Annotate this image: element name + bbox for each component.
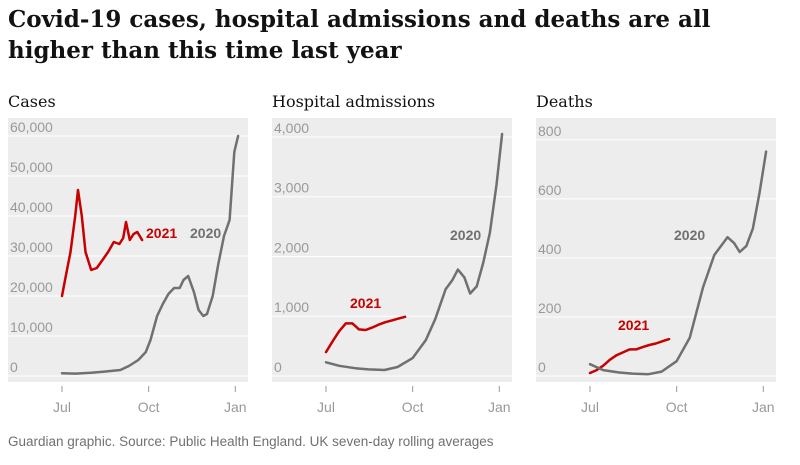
y-tick-label: 50,000 (10, 159, 53, 175)
series-line-2021 (588, 337, 671, 375)
deaths-panel: Deaths 0 200 400 600 800 Jul Oct Jan 2021 2020 (536, 92, 796, 422)
hospital-admissions-panel-title: Hospital admissions (272, 92, 436, 111)
y-tick-label: 10,000 (10, 319, 53, 335)
series-label-2021: 2021 (618, 317, 649, 333)
hospital-admissions-panel: Hospital admissions 0 1,000 2,000 3,000 4,00… (272, 92, 532, 422)
y-tick-label: 40,000 (10, 199, 53, 215)
plot-background (272, 118, 512, 382)
plot-background (8, 118, 248, 382)
x-tick-label: Jan (752, 399, 775, 415)
cases-panel-title: Cases (8, 92, 56, 111)
series-label-2020: 2020 (450, 227, 481, 243)
series-label-2020: 2020 (674, 227, 705, 243)
series-line-2020 (324, 132, 504, 372)
hospital-admissions-chart: 0 1,000 2,000 3,000 4,000 Jul Oct Jan 2021 2020 (272, 118, 512, 415)
x-tick-label: Jul (581, 399, 599, 415)
y-tick-label: 60,000 (10, 119, 53, 135)
x-tick-label: Jul (317, 399, 335, 415)
y-tick-label: 1,000 (274, 299, 309, 315)
plot-background (536, 118, 776, 382)
chart-headline: Covid-19 cases, hospital admissions and … (8, 6, 711, 64)
x-tick-label: Jan (488, 399, 511, 415)
deaths-chart: 0 200 400 600 800 Jul Oct Jan 2021 2020 (536, 118, 776, 415)
cases-chart: 0 10,000 20,000 30,000 40,000 50,000 60,000 Jul… (8, 118, 248, 415)
series-label-2021: 2021 (350, 295, 381, 311)
y-tick-label: 0 (274, 359, 282, 375)
series-line-2020 (60, 134, 240, 375)
y-tick-label: 0 (10, 359, 18, 375)
cases-panel: Cases 0 10,000 20,000 30,000 40,000 50,000 60,… (8, 92, 268, 422)
deaths-panel-title: Deaths (536, 92, 593, 111)
x-tick-label: Jan (224, 399, 247, 415)
series-label-2021: 2021 (146, 225, 177, 241)
series-line-2021 (60, 188, 144, 298)
series-label-2020: 2020 (190, 225, 221, 241)
y-tick-label: 2,000 (274, 239, 309, 255)
y-tick-label: 200 (538, 300, 562, 316)
y-tick-label: 600 (538, 182, 562, 198)
y-tick-label: 3,000 (274, 180, 309, 196)
x-tick-label: Oct (138, 399, 160, 415)
source-note: Guardian graphic. Source: Public Health … (8, 434, 494, 449)
series-line-2020 (588, 150, 768, 376)
series-line-2021 (324, 315, 407, 354)
x-tick-label: Jul (53, 399, 71, 415)
x-tick-label: Oct (402, 399, 424, 415)
y-tick-label: 400 (538, 241, 562, 257)
x-tick-label: Oct (666, 399, 688, 415)
y-tick-label: 20,000 (10, 279, 53, 295)
y-tick-label: 30,000 (10, 239, 53, 255)
y-tick-label: 800 (538, 123, 562, 139)
y-tick-label: 4,000 (274, 120, 309, 136)
y-tick-label: 0 (538, 359, 546, 375)
